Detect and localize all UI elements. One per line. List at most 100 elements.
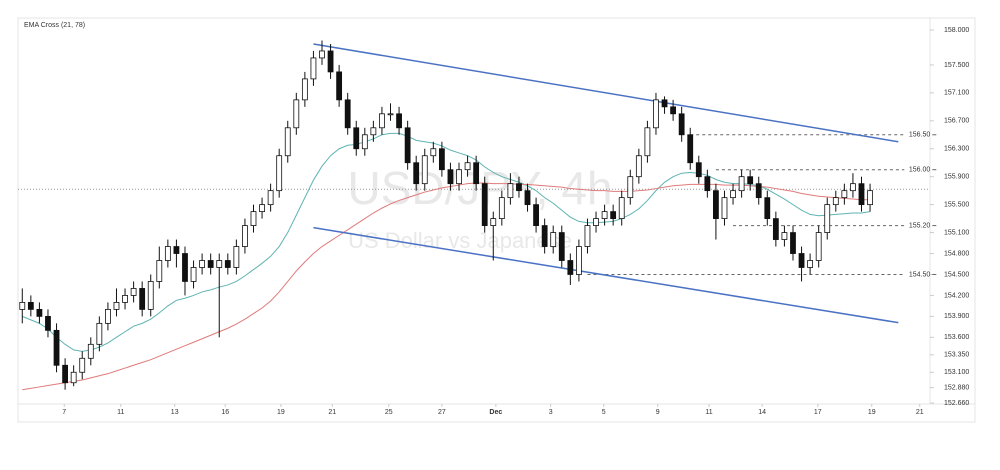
- candle-body: [618, 197, 625, 219]
- candle-body: [293, 99, 300, 129]
- candle-body: [36, 309, 43, 317]
- candle-body: [182, 253, 188, 282]
- x-tick-label: 5: [602, 409, 606, 416]
- candle-body: [635, 155, 642, 178]
- candle-body: [413, 162, 420, 185]
- x-tick-label: 19: [277, 409, 285, 416]
- candle-body: [70, 371, 77, 384]
- candle-body: [687, 134, 694, 164]
- candle-body: [601, 211, 608, 219]
- candle-body: [730, 190, 736, 199]
- y-tick-label: 153.100: [944, 369, 969, 376]
- candle-body: [644, 127, 651, 157]
- x-tick-label: 21: [916, 409, 924, 416]
- candle-body: [267, 190, 274, 206]
- candle-body: [584, 225, 591, 247]
- candle-body: [507, 183, 514, 199]
- candle-body: [224, 260, 231, 268]
- y-tick-label: 157.100: [944, 90, 969, 97]
- candle-body: [704, 176, 711, 192]
- candle-body: [764, 197, 771, 219]
- candle-body: [464, 162, 471, 171]
- x-tick-label: 14: [758, 409, 766, 416]
- candle-body: [661, 99, 668, 108]
- x-tick-label: 19: [868, 409, 876, 416]
- candle-body: [850, 183, 856, 192]
- candle-body: [421, 155, 428, 185]
- candle-body: [610, 211, 617, 219]
- candle-body: [798, 253, 805, 268]
- candle-body: [53, 329, 60, 366]
- candle-body: [250, 211, 257, 226]
- candle-body: [387, 113, 394, 116]
- candle-body: [541, 225, 548, 247]
- candle-body: [327, 50, 334, 73]
- x-tick-label: 16: [221, 409, 229, 416]
- y-tick-label: 157.500: [944, 62, 969, 69]
- candle-body: [755, 183, 762, 199]
- candle-body: [490, 218, 497, 226]
- candle-body: [524, 190, 531, 206]
- candle-body: [27, 302, 34, 310]
- y-tick-label: 155.900: [944, 174, 969, 181]
- trend-line: [313, 43, 899, 143]
- x-tick-label: 17: [814, 409, 822, 416]
- candle-body: [336, 71, 343, 101]
- y-tick-label: 152.880: [944, 384, 969, 391]
- candle-body: [481, 183, 488, 226]
- candle-body: [276, 155, 283, 192]
- chart-title: EMA Cross (21, 78): [24, 22, 85, 29]
- candle-body: [516, 183, 522, 192]
- candle-body: [772, 218, 779, 240]
- x-tick-label: 3: [549, 409, 553, 416]
- candle-body: [45, 315, 51, 331]
- candle-body: [781, 232, 788, 240]
- candle-body: [678, 113, 685, 136]
- candle-body: [653, 99, 659, 129]
- candle-body: [242, 225, 248, 247]
- y-tick-label: 153.350: [944, 352, 969, 359]
- candle-body: [259, 204, 265, 213]
- candle-body: [498, 197, 505, 219]
- ema-line: [22, 132, 871, 352]
- candle-body: [344, 99, 351, 129]
- candle-body: [113, 302, 120, 310]
- candle-body: [438, 148, 445, 171]
- candle-body: [713, 190, 719, 219]
- candle-body: [558, 232, 565, 261]
- x-tick-label: 27: [438, 409, 446, 416]
- candle-body: [567, 260, 574, 275]
- y-tick-label: 155.100: [944, 229, 969, 236]
- chart-frame: [17, 17, 976, 423]
- candle-body: [87, 343, 94, 359]
- y-tick-label: 153.900: [944, 313, 969, 320]
- candle-body: [396, 113, 402, 129]
- level-label: 154.50: [909, 271, 931, 278]
- candle-body: [447, 169, 454, 185]
- candle-body: [130, 288, 137, 296]
- candle-body: [858, 183, 865, 206]
- x-tick-label: Dec: [489, 409, 502, 416]
- candle-body: [738, 176, 745, 192]
- y-tick-label: 153.600: [944, 334, 969, 341]
- candle-body: [627, 176, 634, 199]
- candle-body: [790, 232, 796, 254]
- candle-body: [216, 260, 223, 268]
- candle-body: [430, 148, 437, 157]
- candle-body: [379, 113, 385, 129]
- candle-body: [147, 281, 154, 310]
- candle-body: [139, 288, 146, 310]
- candle-body: [533, 204, 539, 226]
- y-tick-label: 158.000: [944, 27, 969, 34]
- candle-body: [284, 127, 291, 157]
- level-label: 156.50: [909, 132, 931, 139]
- candle-body: [190, 267, 197, 282]
- candle-body: [670, 106, 676, 115]
- candle-body: [370, 127, 377, 136]
- level-label: 155.20: [909, 222, 931, 229]
- candle-body: [807, 260, 814, 268]
- candle-body: [122, 295, 128, 303]
- candle-body: [62, 364, 68, 384]
- candle-body: [593, 218, 599, 226]
